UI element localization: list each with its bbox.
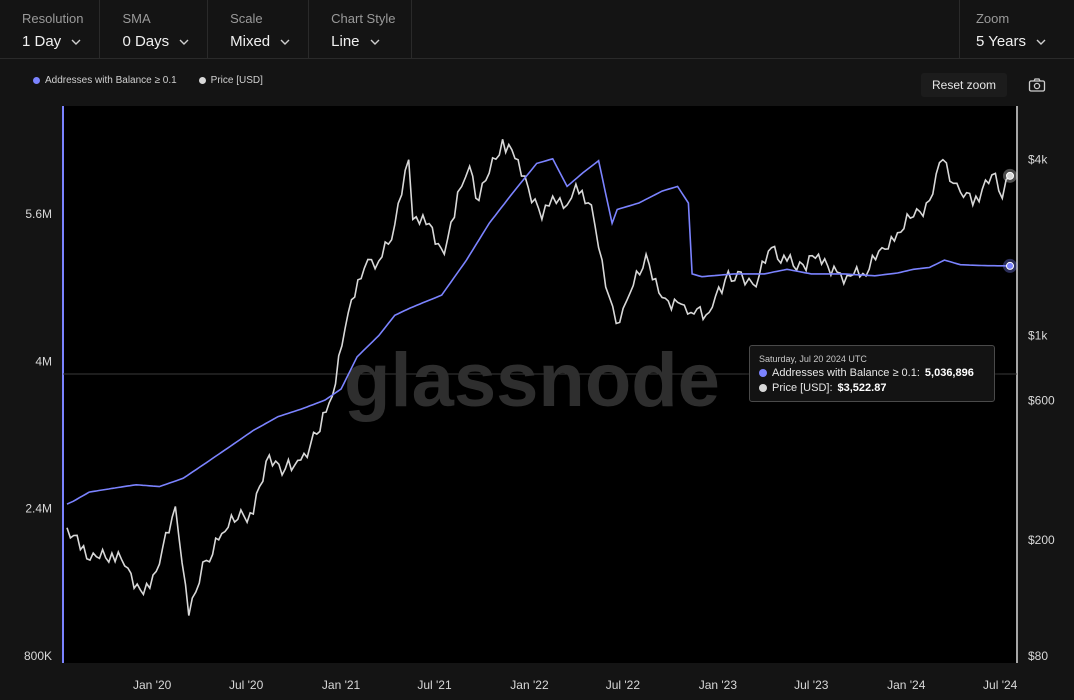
x-axis-tick-label: Jul '23 xyxy=(794,678,829,692)
x-axis-tick-label: Jan '21 xyxy=(322,678,361,692)
chevron-down-icon xyxy=(1036,39,1046,45)
reset-zoom-button[interactable]: Reset zoom xyxy=(921,73,1007,97)
chart-legend: Addresses with Balance ≥ 0.1 Price [USD] xyxy=(33,75,263,86)
left-axis-tick-label: 4M xyxy=(35,354,52,368)
resolution-value: 1 Day xyxy=(22,33,62,50)
right-axis-tick-label: $600 xyxy=(1028,393,1055,407)
tooltip-price-label: Price [USD]: xyxy=(772,382,833,394)
chevron-down-icon xyxy=(280,39,290,45)
legend-label-addresses: Addresses with Balance ≥ 0.1 xyxy=(45,75,177,86)
sma-value: 0 Days xyxy=(122,33,170,50)
chevron-down-icon xyxy=(179,39,189,45)
legend-swatch-addresses xyxy=(33,77,40,84)
left-axis-tick-label: 5.6M xyxy=(25,207,52,221)
legend-item-addresses[interactable]: Addresses with Balance ≥ 0.1 xyxy=(33,75,177,86)
legend-item-price[interactable]: Price [USD] xyxy=(198,75,263,86)
scale-dropdown[interactable]: Scale Mixed xyxy=(208,0,310,58)
chart-style-dropdown[interactable]: Chart Style Line xyxy=(309,0,413,58)
zoom-label: Zoom xyxy=(975,11,1010,26)
watermark: glassnode xyxy=(344,338,720,423)
resolution-label: Resolution xyxy=(22,11,84,26)
right-axis-tick-label: $200 xyxy=(1028,533,1055,547)
tooltip: Saturday, Jul 20 2024 UTC Addresses with… xyxy=(749,345,995,402)
camera-icon[interactable] xyxy=(1028,78,1046,92)
legend-swatch-price xyxy=(198,77,206,84)
x-axis-tick-label: Jul '22 xyxy=(606,678,641,692)
chart-style-label: Chart Style xyxy=(331,11,396,26)
right-axis-tick-label: $1k xyxy=(1028,329,1048,343)
chart-style-value: Line xyxy=(331,33,360,50)
chevron-down-icon xyxy=(71,39,81,45)
right-axis-tick-label: $4k xyxy=(1028,153,1048,167)
left-axis-tick-label: 2.4M xyxy=(25,502,52,516)
sma-dropdown[interactable]: SMA 0 Days xyxy=(100,0,209,58)
x-axis-tick-label: Jan '20 xyxy=(133,678,172,692)
x-axis-tick-label: Jan '24 xyxy=(887,678,926,692)
tooltip-row-addresses: Addresses with Balance ≥ 0.1: 5,036,896 xyxy=(759,367,985,379)
resolution-dropdown[interactable]: Resolution 1 Day xyxy=(0,0,101,58)
legend-label-price: Price [USD] xyxy=(210,75,263,86)
toolbar: Resolution 1 Day SMA 0 Days Scale Mixed … xyxy=(0,0,1074,59)
tooltip-date: Saturday, Jul 20 2024 UTC xyxy=(759,354,867,364)
price-hover-marker xyxy=(1006,171,1014,180)
sma-label: SMA xyxy=(122,11,151,26)
x-axis-tick-label: Jul '21 xyxy=(417,678,452,692)
x-axis-tick-label: Jan '23 xyxy=(699,678,738,692)
right-axis-tick-label: $80 xyxy=(1028,649,1048,663)
zoom-value: 5 Years xyxy=(975,33,1026,50)
tooltip-row-price: Price [USD]: $3,522.87 xyxy=(759,382,985,394)
addresses-series-line xyxy=(66,157,1010,505)
tooltip-swatch-price xyxy=(759,384,767,392)
scale-label: Scale xyxy=(230,11,263,26)
chevron-down-icon xyxy=(370,39,379,45)
addresses-hover-marker xyxy=(1006,261,1014,270)
tooltip-addresses-value: 5,036,896 xyxy=(924,367,974,379)
x-axis-tick-label: Jul '24 xyxy=(983,678,1018,692)
tooltip-price-value: $3,522.87 xyxy=(837,382,887,394)
left-axis-tick-label: 800K xyxy=(24,649,52,663)
x-axis-tick-label: Jul '20 xyxy=(229,678,264,692)
tooltip-swatch-addresses xyxy=(759,369,767,377)
tooltip-addresses-label: Addresses with Balance ≥ 0.1: xyxy=(772,367,920,379)
scale-value: Mixed xyxy=(230,33,271,50)
x-axis-tick-label: Jan '22 xyxy=(510,678,549,692)
zoom-dropdown[interactable]: Zoom 5 Years xyxy=(958,0,1074,58)
